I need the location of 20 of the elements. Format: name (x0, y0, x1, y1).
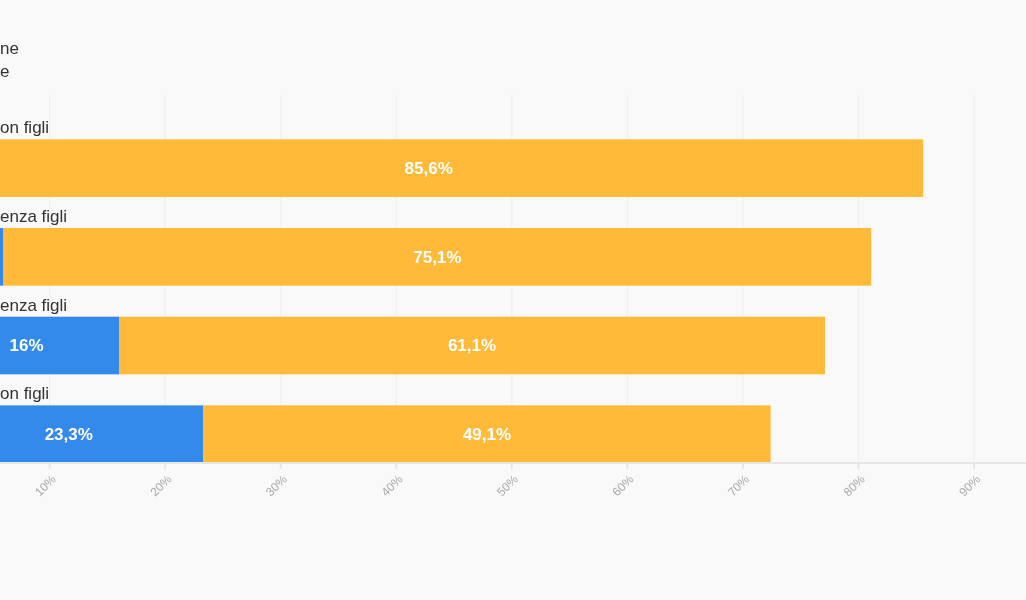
data-label: 16% (9, 336, 44, 356)
text: ne (0, 39, 19, 58)
data-label: 49,1% (462, 425, 512, 445)
y-tick-label: on figli (0, 384, 50, 404)
data-label: 85,6% (404, 159, 453, 179)
x-tick-label: 40% (378, 471, 406, 500)
text: e (0, 62, 10, 81)
data-label: 61,1% (447, 336, 497, 356)
x-tick-label: 50% (494, 471, 522, 500)
x-tick-label: 60% (609, 471, 637, 500)
data-label: 23,3% (44, 425, 93, 445)
x-tick-label: 90% (956, 471, 984, 500)
y-tick-label: on figli (0, 118, 50, 138)
x-tick-label: 70% (725, 471, 753, 500)
x-tick-label: 10% (31, 471, 59, 500)
y-tick-label: enza figli (0, 207, 68, 227)
x-tick-label: 80% (840, 471, 868, 500)
y-tick-label: enza figli (0, 295, 68, 315)
data-label: 75,1% (413, 247, 462, 267)
x-tick-label: 30% (262, 471, 291, 500)
